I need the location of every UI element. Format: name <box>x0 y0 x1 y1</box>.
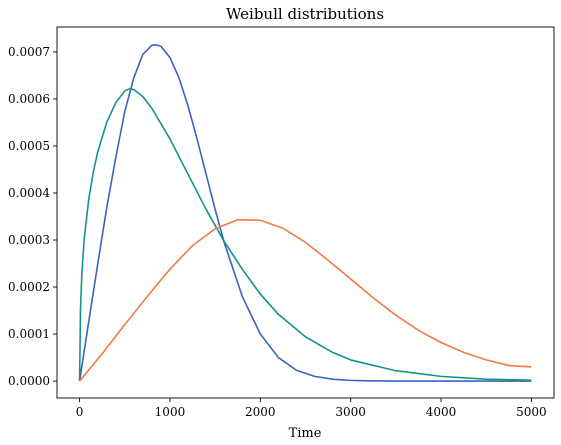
x-tick-label: 2000 <box>245 405 276 419</box>
series-line-1 <box>78 44 532 382</box>
x-tick-label: 4000 <box>426 405 457 419</box>
axes-frame <box>56 26 555 399</box>
x-tick-label: 0 <box>76 405 84 419</box>
y-tick-label: 0.0001 <box>8 327 50 341</box>
x-tick-label: 3000 <box>335 405 366 419</box>
y-tick-label: 0.0005 <box>8 139 50 153</box>
y-tick-label: 0.0002 <box>8 280 50 294</box>
series-layer <box>78 44 532 382</box>
series-line-3 <box>78 218 532 382</box>
y-tick-label: 0.0004 <box>8 186 50 200</box>
plot-area <box>78 44 532 382</box>
series-line-2 <box>78 87 532 382</box>
x-tick-label: 1000 <box>155 405 186 419</box>
x-axis-label: Time <box>289 426 322 441</box>
y-tick-label: 0.0007 <box>8 45 50 59</box>
y-tick-label: 0.0000 <box>8 374 50 388</box>
chart-title: Weibull distributions <box>226 5 384 23</box>
y-tick-label: 0.0006 <box>8 92 50 106</box>
x-tick-label: 5000 <box>516 405 547 419</box>
axes-layer: 0 1000 2000 3000 4000 5000 0.0000 0.0001 0.0002 0… <box>8 26 555 419</box>
y-tick-label: 0.0003 <box>8 233 50 247</box>
